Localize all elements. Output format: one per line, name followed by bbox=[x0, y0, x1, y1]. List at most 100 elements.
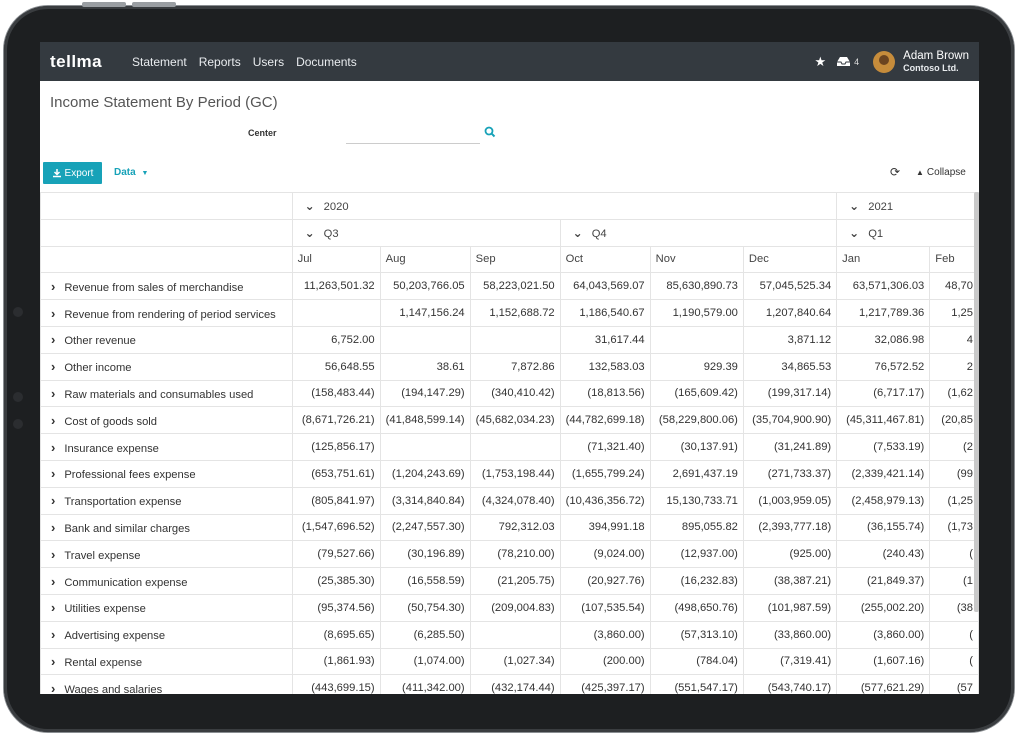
table-row: › Revenue from rendering of period servic… bbox=[40, 299, 979, 327]
value-cell: 1,152,688.72 bbox=[469, 299, 561, 327]
chevron-right-icon[interactable]: › bbox=[51, 600, 56, 616]
chevron-down-icon[interactable]: ⌄ bbox=[572, 225, 583, 240]
value-cell: (31,241.89) bbox=[742, 433, 838, 461]
value-cell: (240.43) bbox=[836, 540, 931, 569]
row-label-cell[interactable]: › Revenue from sales of merchandise bbox=[40, 272, 293, 301]
value-cell: 2,691,437.19 bbox=[649, 459, 744, 488]
value-cell: (4,324,078.40) bbox=[469, 486, 561, 515]
row-label-cell[interactable]: › Raw materials and consumables used bbox=[40, 379, 293, 408]
data-dropdown[interactable]: Data ▼ bbox=[114, 167, 148, 178]
row-label: Other income bbox=[64, 362, 132, 375]
year-header[interactable]: ⌄ 2021 bbox=[836, 192, 979, 220]
row-label-cell[interactable]: › Other income bbox=[40, 352, 293, 381]
row-label-cell[interactable]: › Insurance expense bbox=[40, 433, 293, 461]
nav-users[interactable]: Users bbox=[252, 54, 285, 69]
nav-documents[interactable]: Documents bbox=[296, 54, 357, 69]
value-cell: 1,147,156.24 bbox=[379, 299, 471, 327]
year-label: 2020 bbox=[323, 200, 349, 213]
export-button[interactable]: Export bbox=[43, 162, 102, 184]
row-label: Travel expense bbox=[64, 549, 141, 562]
chevron-down-icon[interactable]: ⌄ bbox=[304, 225, 315, 240]
chevron-right-icon[interactable]: › bbox=[51, 278, 56, 294]
value-cell: 4 bbox=[929, 325, 979, 354]
chevron-right-icon[interactable]: › bbox=[51, 385, 56, 401]
chevron-down-icon[interactable]: ⌄ bbox=[849, 225, 860, 240]
collapse-button[interactable]: ▲ Collapse bbox=[916, 167, 966, 178]
chevron-right-icon[interactable]: › bbox=[51, 653, 56, 669]
chevron-down-icon[interactable]: ⌄ bbox=[849, 198, 860, 213]
value-cell: 394,991.18 bbox=[559, 513, 651, 542]
value-cell: (125,856.17) bbox=[291, 433, 381, 461]
inbox-button[interactable]: 4 bbox=[836, 56, 859, 67]
value-cell: 64,043,569.07 bbox=[559, 272, 651, 301]
toolbar: Export Data ▼ ⟳ ▲ Collapse bbox=[40, 160, 979, 190]
value-cell: ( bbox=[929, 647, 979, 676]
data-label: Data bbox=[114, 167, 136, 178]
row-label-cell[interactable]: › Communication expense bbox=[40, 567, 293, 595]
table-row: › Insurance expense (125,856.17) (71,321.40… bbox=[40, 433, 979, 461]
vertical-scrollbar[interactable] bbox=[974, 192, 979, 612]
chevron-right-icon[interactable]: › bbox=[51, 359, 56, 375]
year-header[interactable]: ⌄ 2020 bbox=[291, 192, 838, 220]
user-menu[interactable]: Adam Brown Contoso Ltd. bbox=[903, 50, 969, 74]
chevron-right-icon[interactable]: › bbox=[51, 680, 56, 694]
value-cell: (71,321.40) bbox=[559, 433, 651, 461]
search-icon[interactable] bbox=[484, 126, 496, 138]
chevron-down-icon[interactable]: ⌄ bbox=[304, 198, 315, 213]
quarter-header[interactable]: ⌄ Q3 bbox=[291, 218, 561, 247]
month-header: Jan bbox=[836, 245, 931, 274]
chevron-right-icon[interactable]: › bbox=[51, 627, 56, 643]
app-logo[interactable]: tellma bbox=[50, 51, 103, 71]
star-icon[interactable]: ★ bbox=[814, 53, 827, 69]
chevron-right-icon[interactable]: › bbox=[51, 332, 56, 348]
chevron-right-icon[interactable]: › bbox=[51, 305, 56, 321]
value-cell: 15,130,733.71 bbox=[649, 486, 744, 515]
center-input[interactable] bbox=[346, 124, 480, 144]
value-cell: 31,617.44 bbox=[559, 325, 651, 354]
row-label-cell[interactable]: › Travel expense bbox=[40, 540, 293, 569]
value-cell: (20,927.76) bbox=[559, 567, 651, 595]
row-label-cell[interactable]: › Other revenue bbox=[40, 325, 293, 354]
value-cell: (7,319.41) bbox=[742, 647, 838, 676]
quarter-header[interactable]: ⌄ Q1 bbox=[836, 218, 979, 247]
row-label-cell[interactable]: › Professional fees expense bbox=[40, 459, 293, 488]
row-label-cell[interactable]: › Advertising expense bbox=[40, 620, 293, 649]
row-label: Wages and salaries bbox=[64, 683, 163, 694]
table-row: › Travel expense (79,527.66) (30,196.89) (78… bbox=[40, 540, 979, 569]
row-label-cell[interactable]: › Wages and salaries bbox=[40, 674, 293, 694]
row-label-cell[interactable]: › Rental expense bbox=[40, 647, 293, 676]
chevron-right-icon[interactable]: › bbox=[51, 546, 56, 562]
chevron-right-icon[interactable]: › bbox=[51, 412, 56, 428]
collapse-label: Collapse bbox=[926, 167, 966, 178]
export-label: Export bbox=[64, 167, 94, 179]
nav-statement[interactable]: Statement bbox=[132, 54, 187, 69]
row-label-cell[interactable]: › Utilities expense bbox=[40, 593, 293, 622]
row-label-cell[interactable]: › Revenue from rendering of period servic… bbox=[40, 299, 293, 327]
chevron-right-icon[interactable]: › bbox=[51, 493, 56, 509]
refresh-icon[interactable]: ⟳ bbox=[890, 165, 901, 179]
month-header: Jul bbox=[291, 245, 381, 274]
value-cell: (20,85 bbox=[929, 406, 979, 435]
value-cell: 56,648.55 bbox=[291, 352, 381, 381]
chevron-right-icon[interactable]: › bbox=[51, 519, 56, 535]
value-cell bbox=[379, 433, 471, 461]
row-label: Raw materials and consumables used bbox=[64, 388, 254, 401]
row-label-cell[interactable]: › Transportation expense bbox=[40, 486, 293, 515]
table-row: › Bank and similar charges (1,547,696.52)(… bbox=[40, 513, 979, 542]
table-row: › Other revenue 6,752.00 31,617.44 3,871.12 3… bbox=[40, 325, 979, 354]
row-label: Communication expense bbox=[64, 576, 188, 589]
quarter-header[interactable]: ⌄ Q4 bbox=[559, 218, 838, 247]
value-cell: (1,25 bbox=[929, 486, 979, 515]
chevron-right-icon[interactable]: › bbox=[51, 573, 56, 589]
chevron-right-icon[interactable]: › bbox=[51, 439, 56, 455]
table-row: › Other income 56,648.55 38.61 7,872.86 132,5… bbox=[40, 352, 979, 381]
value-cell: (805,841.97) bbox=[291, 486, 381, 515]
avatar[interactable] bbox=[873, 50, 896, 73]
value-cell: (209,004.83) bbox=[469, 593, 561, 622]
row-label-cell[interactable]: › Cost of goods sold bbox=[40, 406, 293, 435]
row-label-cell[interactable]: › Bank and similar charges bbox=[40, 513, 293, 542]
tablet-sensor bbox=[13, 419, 23, 429]
chevron-right-icon[interactable]: › bbox=[51, 466, 56, 482]
nav-reports[interactable]: Reports bbox=[198, 54, 241, 69]
value-cell: (8,695.65) bbox=[291, 620, 381, 649]
